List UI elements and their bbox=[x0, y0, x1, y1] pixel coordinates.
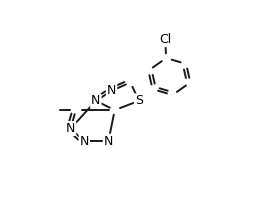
Text: N: N bbox=[104, 135, 113, 148]
Text: N: N bbox=[91, 94, 101, 107]
Text: N: N bbox=[80, 135, 89, 148]
Text: N: N bbox=[107, 84, 116, 97]
Text: N: N bbox=[66, 122, 75, 135]
Text: Cl: Cl bbox=[159, 33, 171, 46]
Text: S: S bbox=[135, 94, 143, 107]
